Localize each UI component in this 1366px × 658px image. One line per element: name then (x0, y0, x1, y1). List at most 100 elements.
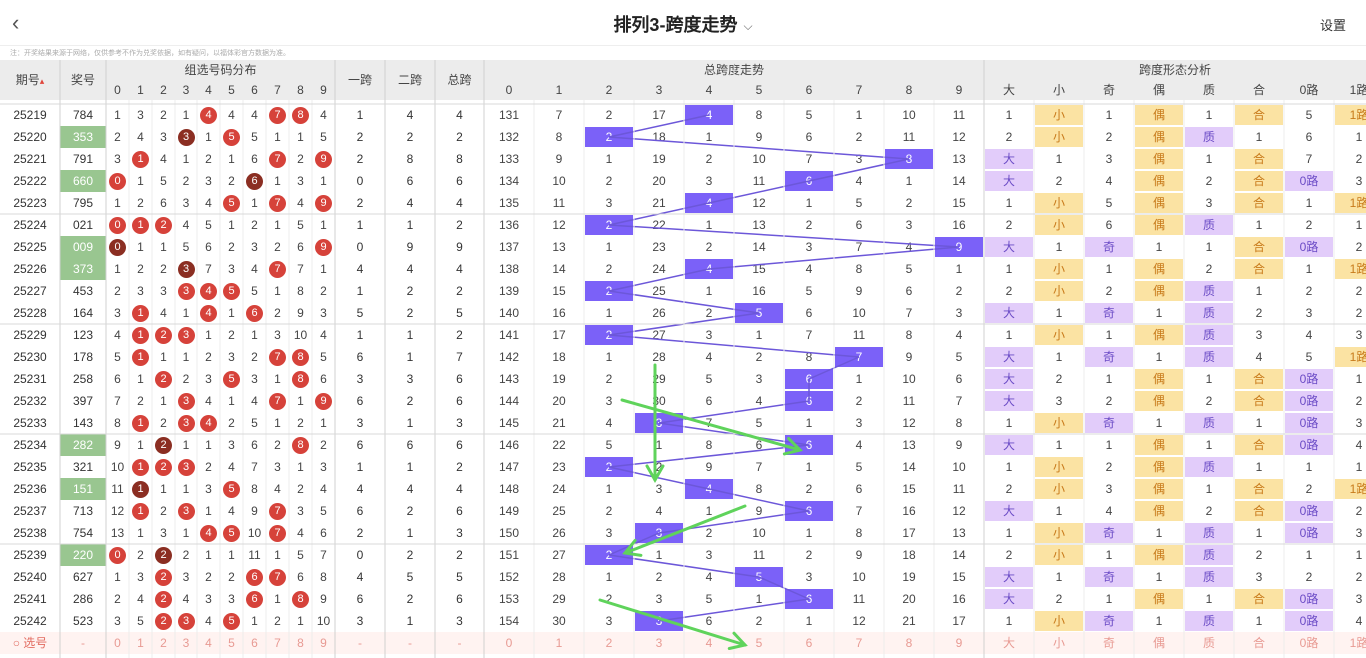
trend-miss-cell: 1 (855, 108, 863, 122)
number-ball: 7 (269, 194, 286, 212)
form-cell: 偶 (1135, 589, 1183, 609)
trend-miss-cell: 8 (755, 108, 763, 122)
form-cell: 3 (1255, 570, 1263, 584)
span2-cell: 1 (406, 328, 414, 342)
pick-trend-button[interactable]: 8 (905, 636, 913, 650)
radio-circle-icon[interactable]: ○ (12, 636, 24, 650)
prize-number-cell: 791 (72, 152, 94, 166)
pick-form-button[interactable]: 0路 (1299, 636, 1319, 650)
back-button[interactable]: ‹ (12, 10, 32, 36)
pick-trend-button[interactable]: 3 (655, 636, 663, 650)
pick-trend-button[interactable]: 1 (555, 636, 563, 650)
dist-miss-cell: 3 (274, 328, 281, 342)
number-ball: 8 (292, 348, 309, 366)
form-cell: 合 (1235, 237, 1283, 257)
trend-miss-cell: 140 (498, 306, 520, 320)
form-cell: 大 (985, 171, 1033, 191)
form-cell: 合 (1235, 369, 1283, 389)
form-cell: 奇 (1085, 303, 1133, 323)
dist-miss-cell: 5 (160, 174, 167, 188)
trend-miss-cell: 11 (952, 482, 966, 496)
dist-miss-cell: 1 (228, 152, 235, 166)
pick-trend-button[interactable]: 5 (755, 636, 763, 650)
number-ball: 0 (109, 216, 126, 234)
trend-miss-cell: 5 (905, 262, 913, 276)
number-ball: 9 (315, 392, 332, 410)
dist-miss-cell: 4 (114, 328, 121, 342)
trend-miss-cell: 12 (752, 196, 766, 210)
form-cell: 3 (1255, 328, 1263, 342)
form-cell: 1 (1005, 328, 1013, 342)
form-cell: 质 (1185, 457, 1233, 477)
number-ball: 1 (132, 326, 149, 344)
pick-digit-button[interactable]: 5 (228, 636, 235, 650)
pick-digit-button[interactable]: 6 (251, 636, 258, 650)
form-cell: 小 (1035, 215, 1083, 235)
form-cell: 4 (1355, 438, 1363, 452)
number-ball: 3 (177, 612, 195, 630)
number-ball: 3 (177, 392, 195, 410)
pick-form-button[interactable]: 奇 (1102, 636, 1115, 650)
pick-trend-button[interactable]: 7 (855, 636, 863, 650)
dist-miss-cell: 6 (251, 152, 258, 166)
pick-form-button[interactable]: 小 (1052, 636, 1065, 650)
pick-form-button[interactable]: 大 (1002, 636, 1015, 650)
trend-miss-cell: 5 (855, 460, 863, 474)
pick-trend-button[interactable]: 6 (805, 636, 813, 650)
trend-miss-cell: 13 (952, 152, 966, 166)
span-total-cell: 3 (456, 614, 463, 628)
span1-cell: 4 (356, 482, 364, 496)
sort-up-icon[interactable]: ▴ (39, 76, 45, 86)
span1-cell: 3 (356, 372, 364, 386)
dist-miss-cell: 4 (320, 328, 327, 342)
prize-number-cell: 713 (72, 504, 94, 518)
pick-trend-button[interactable]: 9 (955, 636, 963, 650)
form-cell: 2 (1005, 284, 1013, 298)
form-cell: 大 (985, 303, 1033, 323)
span-total-cell: 9 (456, 240, 463, 254)
number-ball: 1 (132, 414, 149, 432)
pick-digit-button[interactable]: 7 (274, 636, 281, 650)
pick-digit-button[interactable]: 3 (182, 636, 190, 650)
dist-miss-cell: 11 (111, 482, 124, 496)
title-dropdown[interactable]: 排列3-跨度走势 ⌵ (0, 11, 1366, 37)
pick-trend-button[interactable]: 2 (605, 636, 613, 650)
form-cell: 质 (1185, 127, 1233, 147)
pick-span2-cell: - (408, 636, 412, 650)
pick-form-button[interactable]: 合 (1252, 636, 1265, 650)
dist-miss-cell: 1 (228, 548, 235, 562)
pick-form-button[interactable]: 1路 (1349, 636, 1366, 650)
trend-miss-cell: 11 (902, 130, 916, 144)
trend-miss-cell: 23 (552, 460, 566, 474)
pick-trend-button[interactable]: 0 (505, 636, 513, 650)
trend-hit-cell: 5 (735, 567, 783, 587)
trend-miss-cell: 9 (955, 438, 963, 452)
dist-miss-cell: 1 (205, 548, 212, 562)
trend-miss-cell: 14 (752, 240, 766, 254)
number-ball: 5 (223, 480, 240, 498)
dist-miss-cell: 1 (274, 372, 281, 386)
form-cell: 0路 (1285, 523, 1333, 543)
pick-digit-button[interactable]: 9 (320, 636, 327, 650)
pick-digit-button[interactable]: 0 (114, 636, 121, 650)
pick-form-button[interactable]: 偶 (1152, 636, 1165, 650)
trend-miss-cell: 1 (605, 570, 613, 584)
pick-digit-button[interactable]: 1 (137, 636, 144, 650)
dist-miss-cell: 4 (182, 218, 190, 232)
form-cell: 3 (1355, 592, 1363, 606)
dist-miss-cell: 2 (160, 262, 167, 276)
pick-digit-button[interactable]: 4 (205, 636, 212, 650)
period-column-header: 期号▴ (15, 73, 45, 87)
dist-miss-cell: 2 (182, 548, 190, 562)
pick-digit-button[interactable]: 8 (297, 636, 304, 650)
span2-cell: 1 (406, 526, 414, 540)
trend-miss-cell: 6 (705, 394, 713, 408)
dist-miss-cell: 3 (137, 570, 144, 584)
pick-trend-button[interactable]: 4 (705, 636, 713, 650)
pick-form-button[interactable]: 质 (1202, 636, 1215, 650)
number-ball: 7 (269, 568, 286, 586)
dist-miss-cell: 5 (297, 218, 304, 232)
pick-digit-button[interactable]: 2 (160, 636, 167, 650)
settings-button[interactable]: 设置 (1319, 18, 1346, 33)
form-cell: 0路 (1285, 435, 1333, 455)
